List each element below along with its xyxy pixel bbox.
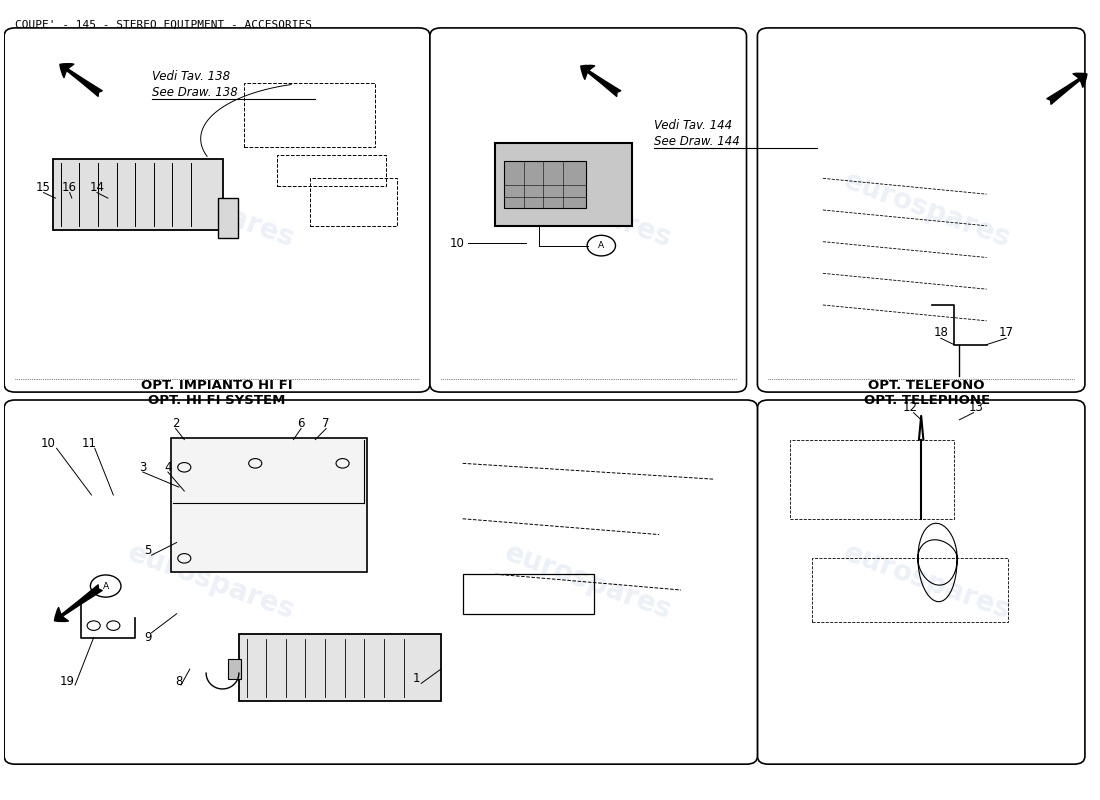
Text: 2: 2 bbox=[172, 418, 179, 430]
Bar bbox=[790, 439, 954, 518]
Text: OPT. IMPIANTO HI FI
OPT. HI FI SYSTEM: OPT. IMPIANTO HI FI OPT. HI FI SYSTEM bbox=[141, 378, 293, 406]
Text: 12: 12 bbox=[903, 402, 917, 414]
Bar bbox=[218, 198, 238, 238]
Text: 10: 10 bbox=[41, 437, 55, 450]
Text: See Draw. 144: See Draw. 144 bbox=[653, 135, 739, 148]
Text: 4: 4 bbox=[164, 461, 172, 474]
Text: eurospares: eurospares bbox=[124, 539, 299, 626]
Text: See Draw. 138: See Draw. 138 bbox=[152, 86, 238, 99]
Text: 8: 8 bbox=[175, 674, 183, 687]
Text: 6: 6 bbox=[297, 418, 305, 430]
Text: 11: 11 bbox=[81, 437, 97, 450]
FancyBboxPatch shape bbox=[172, 438, 366, 572]
Text: Vedi Tav. 138: Vedi Tav. 138 bbox=[152, 70, 230, 83]
Text: 5: 5 bbox=[144, 544, 152, 557]
Text: A: A bbox=[598, 241, 604, 250]
Text: eurospares: eurospares bbox=[500, 539, 675, 626]
Text: 13: 13 bbox=[968, 402, 983, 414]
Text: 17: 17 bbox=[999, 326, 1014, 339]
FancyBboxPatch shape bbox=[758, 400, 1085, 764]
Text: eurospares: eurospares bbox=[124, 166, 299, 254]
Bar bbox=[244, 83, 375, 146]
Text: 7: 7 bbox=[322, 418, 330, 430]
Text: 15: 15 bbox=[36, 182, 51, 194]
Text: 10: 10 bbox=[450, 237, 464, 250]
Bar bbox=[504, 161, 586, 209]
FancyBboxPatch shape bbox=[4, 400, 758, 764]
FancyBboxPatch shape bbox=[4, 28, 430, 392]
Text: 9: 9 bbox=[144, 631, 152, 644]
Bar bbox=[228, 659, 241, 678]
Text: 19: 19 bbox=[60, 674, 75, 687]
Bar bbox=[495, 142, 631, 226]
Text: 16: 16 bbox=[63, 182, 77, 194]
Text: COUPE' - 145 - STEREO EQUIPMENT - ACCESORIES: COUPE' - 145 - STEREO EQUIPMENT - ACCESO… bbox=[15, 20, 312, 30]
FancyBboxPatch shape bbox=[758, 28, 1085, 392]
Text: eurospares: eurospares bbox=[839, 539, 1014, 626]
Text: 14: 14 bbox=[89, 182, 104, 194]
Text: OPT. TELEFONO
OPT. TELEPHONE: OPT. TELEFONO OPT. TELEPHONE bbox=[864, 378, 990, 406]
Bar bbox=[277, 154, 386, 186]
Bar bbox=[53, 158, 222, 230]
Text: 3: 3 bbox=[139, 461, 146, 474]
FancyBboxPatch shape bbox=[430, 28, 747, 392]
Text: 18: 18 bbox=[934, 326, 948, 339]
Text: A: A bbox=[102, 582, 109, 590]
Bar bbox=[812, 558, 1009, 622]
Text: Vedi Tav. 144: Vedi Tav. 144 bbox=[653, 119, 732, 133]
Bar bbox=[239, 634, 441, 701]
Text: 1: 1 bbox=[414, 672, 420, 685]
Text: eurospares: eurospares bbox=[500, 166, 675, 254]
Text: eurospares: eurospares bbox=[839, 166, 1014, 254]
Bar bbox=[463, 574, 594, 614]
Bar bbox=[310, 178, 397, 226]
